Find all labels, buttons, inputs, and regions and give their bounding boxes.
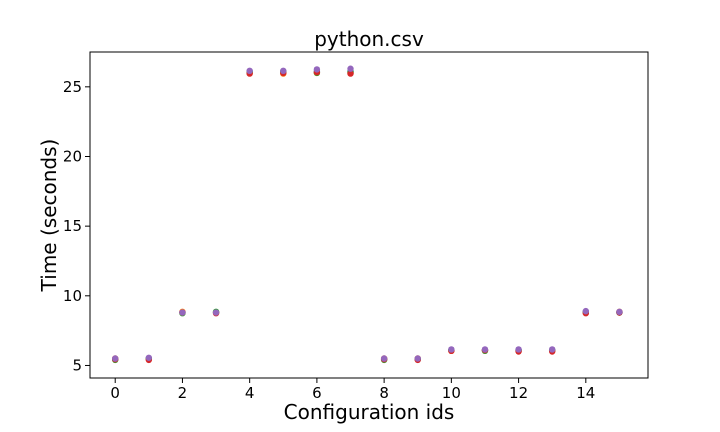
x-tick-label: 4 (245, 384, 255, 402)
data-point (481, 346, 489, 353)
x-tick-label: 0 (110, 384, 120, 402)
y-tick-label: 20 (63, 147, 82, 165)
data-point (347, 65, 354, 72)
data-point (112, 355, 119, 362)
y-tick-label: 5 (72, 356, 82, 374)
y-tick-label: 15 (63, 217, 82, 235)
data-point (448, 346, 455, 353)
x-tick-label: 10 (442, 384, 461, 402)
x-tick-label: 8 (379, 384, 389, 402)
x-tick-label: 2 (178, 384, 188, 402)
x-tick-label: 6 (312, 384, 322, 402)
data-point (414, 355, 421, 362)
x-tick-label: 12 (509, 384, 528, 402)
y-tick-label: 10 (63, 287, 82, 305)
data-point (582, 307, 590, 315)
data-point (548, 346, 556, 353)
x-axis-label: Configuration ids (284, 400, 455, 424)
data-point (145, 354, 153, 361)
data-point (347, 70, 354, 77)
data-point (313, 66, 321, 73)
data-point (212, 309, 220, 316)
data-point (616, 308, 623, 316)
axes-frame (89, 51, 649, 379)
x-tick-label: 14 (576, 384, 595, 402)
data-point (515, 346, 522, 353)
data-point (380, 355, 388, 362)
chart-title: python.csv (314, 27, 424, 51)
data-point (280, 67, 287, 75)
y-tick-label: 25 (63, 78, 82, 96)
y-axis-label: Time (seconds) (37, 139, 61, 293)
data-point (246, 67, 253, 75)
plot-area: 0 2 4 6 8 10 12 14 5 10 15 20 25 (63, 65, 623, 402)
data-point (179, 309, 186, 316)
